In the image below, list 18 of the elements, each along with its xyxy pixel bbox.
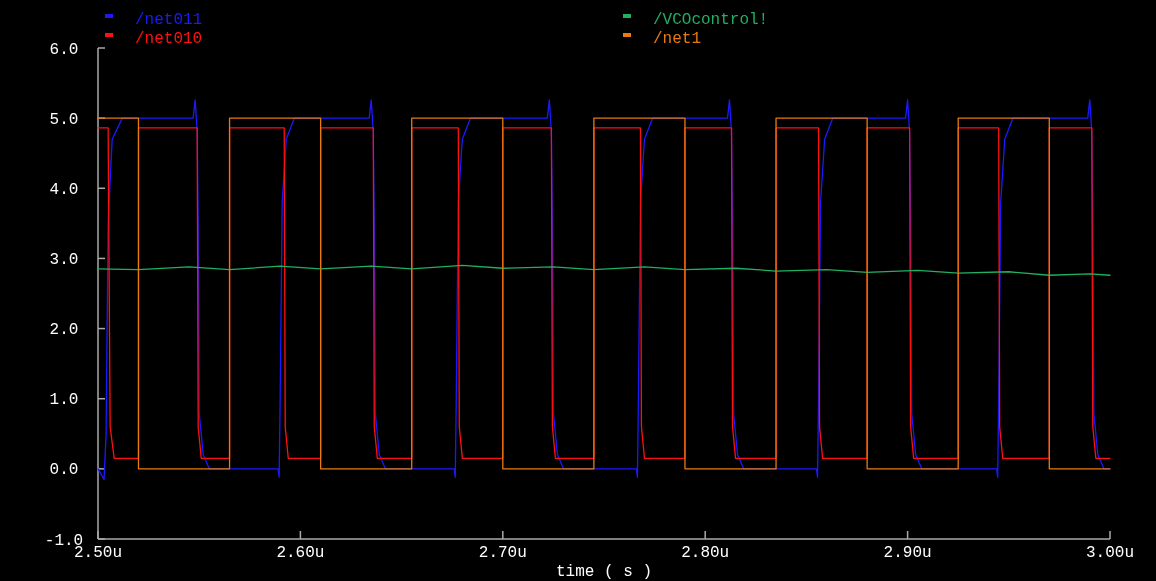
x-tick-label: 2.80u: [681, 544, 730, 562]
x-tick-label: 2.60u: [276, 544, 325, 562]
legend-label: /net1: [653, 29, 702, 48]
y-tick-label: 1.0: [49, 391, 79, 410]
y-tick-label: 4.0: [49, 180, 79, 199]
legend-label: /net010: [135, 29, 203, 48]
x-tick-label: 3.00u: [1085, 544, 1135, 562]
y-tick-label: 0.0: [49, 461, 79, 480]
y-tick-label: 6.0: [49, 40, 79, 59]
legend-label: /net011: [135, 10, 203, 29]
y-tick-label: 3.0: [49, 251, 79, 270]
y-tick-label: 2.0: [49, 321, 79, 340]
legend-label: /VCOcontrol!: [653, 10, 769, 29]
x-tick-label: 2.90u: [883, 544, 932, 562]
x-tick-label: 2.70u: [478, 544, 527, 562]
line-series: [97, 264, 1111, 276]
y-tick-label: 5.0: [49, 110, 79, 129]
x-axis-title: time ( s ): [555, 563, 653, 581]
